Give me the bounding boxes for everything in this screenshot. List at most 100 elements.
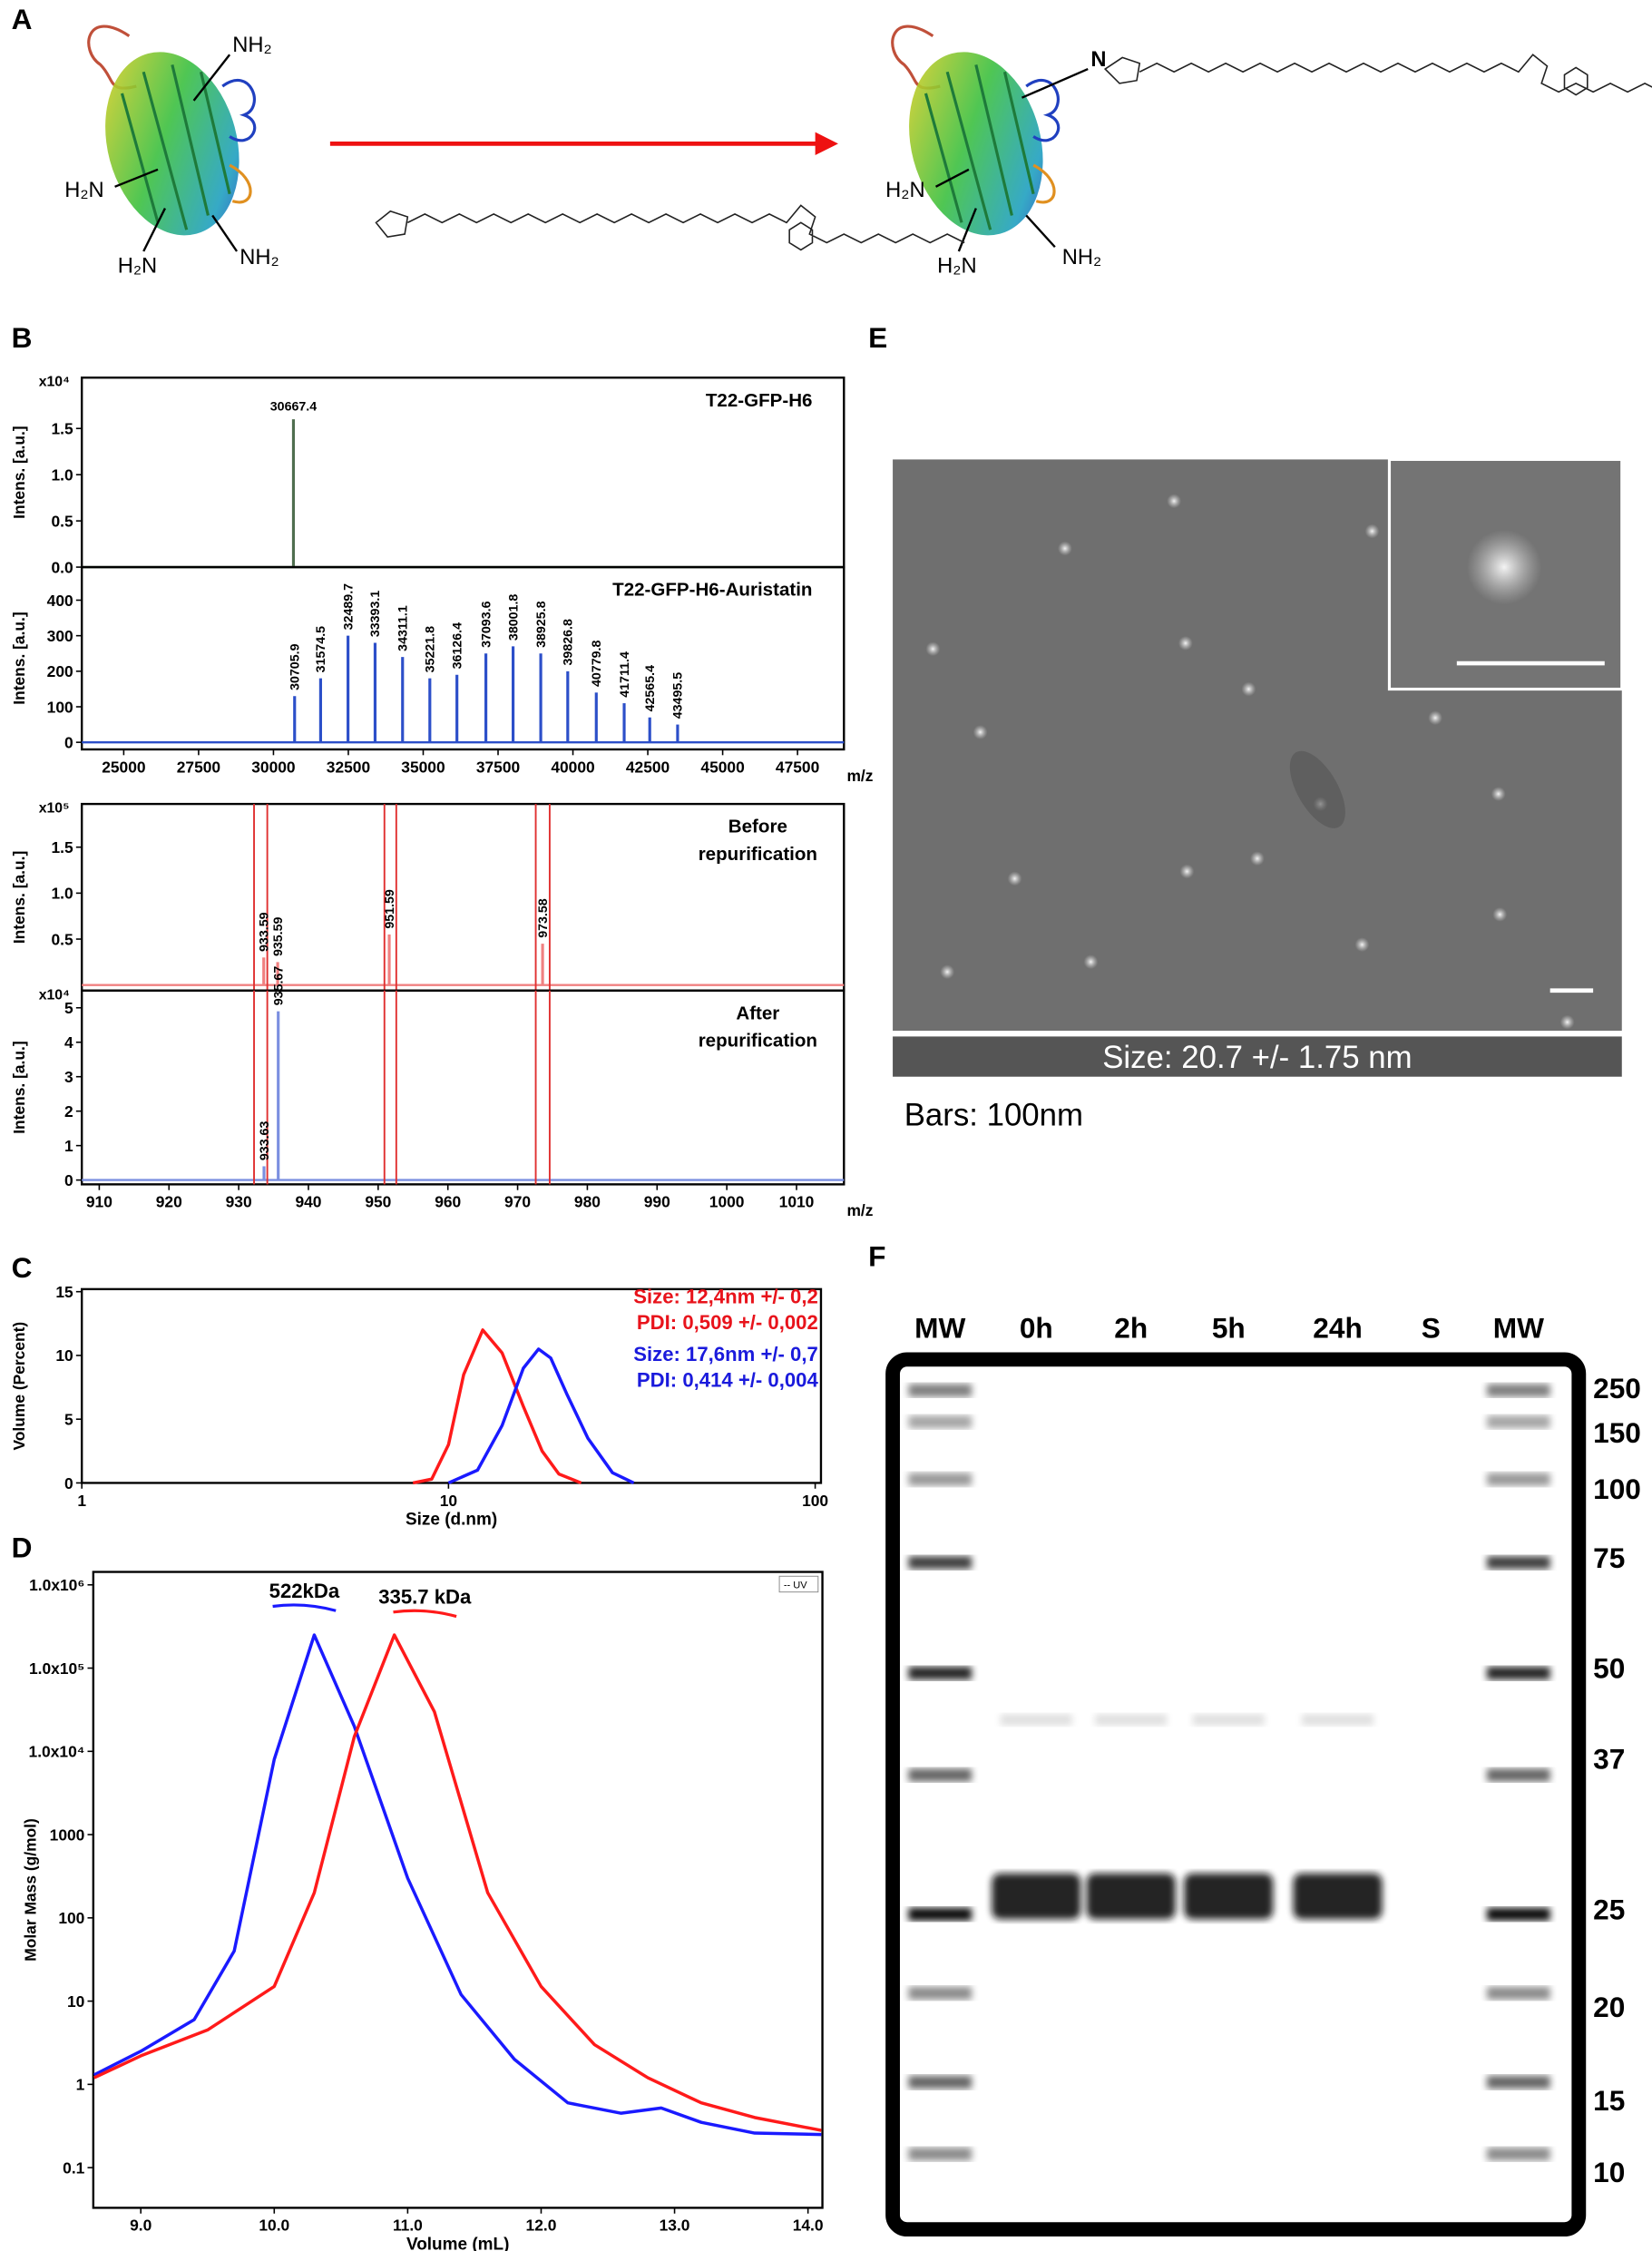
protein-band [1086, 1873, 1176, 1920]
peak-label: 30705.9 [288, 643, 302, 690]
peak-label: 40779.8 [590, 641, 604, 687]
panel-label: E [868, 321, 887, 354]
peak-label: 35221.8 [424, 626, 438, 672]
y-tick-label: 0.0 [51, 558, 73, 576]
lane-label: MW [914, 1312, 965, 1345]
lane-label: 24h [1313, 1312, 1363, 1345]
ladder-band [1487, 2075, 1550, 2090]
amine-label: N [1090, 48, 1106, 72]
x-tick-label: 1 [77, 1492, 86, 1510]
gel [885, 1352, 1587, 2237]
x-tick-label: 9.0 [130, 2217, 152, 2235]
mw-marker: 25 [1593, 1893, 1625, 1925]
size-caption: Size: 20.7 +/- 1.75 nm [1102, 1040, 1412, 1075]
spectrum-title: repurification [699, 844, 817, 865]
x-tick-label: 37500 [476, 758, 520, 776]
peak-label: 32489.7 [341, 583, 356, 630]
mw-marker: 15 [1593, 2084, 1625, 2117]
y-axis-label: Intens. [a.u.] [10, 851, 28, 944]
auristatin-structure [375, 204, 965, 251]
ladder-band [908, 2147, 973, 2161]
ladder-band [908, 1986, 973, 2001]
peak-label: 38925.8 [534, 601, 549, 647]
x-axis-label: Volume (mL) [406, 2235, 509, 2251]
mw-marker: 10 [1593, 2156, 1625, 2188]
y-tick-label: 1.5 [51, 420, 73, 438]
legend-text: -- UV [784, 1581, 807, 1591]
x-tick-label: 14.0 [793, 2217, 824, 2235]
lane-label: 5h [1212, 1312, 1246, 1345]
x-tick-label: 920 [156, 1193, 182, 1211]
y-tick-label: 1.0x10⁵ [29, 1659, 84, 1678]
y-tick-label: 100 [58, 1909, 84, 1927]
spectrum-title: T22-GFP-H6-Auristatin [612, 580, 812, 601]
x-tick-label: 10 [440, 1492, 457, 1510]
y-axis-label: Intens. [a.u.] [10, 1041, 28, 1133]
x-tick-label: 950 [365, 1193, 391, 1211]
nanoparticle [973, 725, 988, 739]
y-axis-label: Intens. [a.u.] [10, 426, 28, 518]
amine-label: H₂N [118, 255, 157, 279]
ladder-band [1487, 1907, 1550, 1921]
panel-label: D [12, 1532, 33, 1564]
y-tick-label: 400 [47, 592, 73, 610]
x-tick-label: 12.0 [526, 2217, 557, 2235]
ladder-band [1487, 1768, 1550, 1782]
series-line [447, 1347, 635, 1485]
mw-marker: 150 [1593, 1416, 1641, 1449]
annotation-underline [393, 1609, 457, 1619]
nanoparticle [1058, 541, 1072, 556]
protein [85, 26, 259, 250]
mw-marker: 50 [1593, 1652, 1625, 1685]
y-tick-label: 300 [47, 627, 73, 645]
nanoparticle [1178, 636, 1193, 651]
faint-band [1000, 1714, 1072, 1726]
ladder-band [908, 1556, 973, 1570]
peak-label: 36126.4 [450, 622, 464, 669]
y-tick-label: 1 [64, 1137, 73, 1155]
y-tick-label: 100 [47, 698, 73, 716]
amine-label: NH₂ [239, 246, 279, 269]
x-tick-label: 47500 [776, 758, 819, 776]
y-axis-label: Volume (Percent) [10, 1322, 28, 1451]
lane-label: S [1422, 1312, 1441, 1345]
nanoparticle [925, 641, 941, 657]
peak-label: 37093.6 [479, 601, 494, 647]
amine-label: H₂N [885, 179, 924, 202]
y-axis-label: Intens. [a.u.] [10, 612, 28, 704]
y-tick-label: 5 [64, 999, 73, 1017]
y-tick-label: 0 [64, 1171, 73, 1189]
panel-e: Size: 20.7 +/- 1.75 nm Bars: 100nm [893, 457, 1624, 1133]
y-tick-label: 1000 [50, 1825, 85, 1844]
caption-bar [893, 1036, 1622, 1077]
protein [889, 26, 1062, 250]
exponent-label: x10⁴ [39, 375, 70, 390]
nanoparticle [1559, 1014, 1575, 1030]
ladder-band [1487, 1666, 1550, 1680]
nanoparticle [1083, 954, 1099, 970]
y-tick-label: 10 [67, 1992, 84, 2011]
peak-label: 43495.5 [671, 672, 686, 719]
arrow-head [815, 132, 838, 155]
y-tick-label: 10 [55, 1346, 73, 1365]
annotation: PDI: 0,509 +/- 0,002 [637, 1311, 818, 1334]
lane-label: 2h [1114, 1312, 1148, 1345]
panel-label: C [12, 1251, 33, 1284]
plot-frame [80, 565, 846, 751]
nanoparticle [1167, 494, 1182, 509]
peak-label: 951.59 [383, 889, 397, 929]
y-tick-label: 2 [64, 1102, 73, 1121]
series-line [412, 1328, 582, 1485]
panel-label: B [12, 321, 33, 354]
conjugate-structure [1103, 54, 1652, 96]
amine-label: NH₂ [232, 34, 271, 57]
spectrum-title: T22-GFP-H6 [706, 390, 813, 411]
mw-marker: 100 [1593, 1473, 1641, 1505]
amine-label: NH₂ [1062, 246, 1101, 269]
ladder-band [908, 1473, 973, 1486]
faint-band [1192, 1714, 1265, 1726]
nanoparticle [1241, 681, 1256, 697]
x-axis-label: m/z [846, 1201, 873, 1219]
ladder-band [908, 1384, 973, 1397]
